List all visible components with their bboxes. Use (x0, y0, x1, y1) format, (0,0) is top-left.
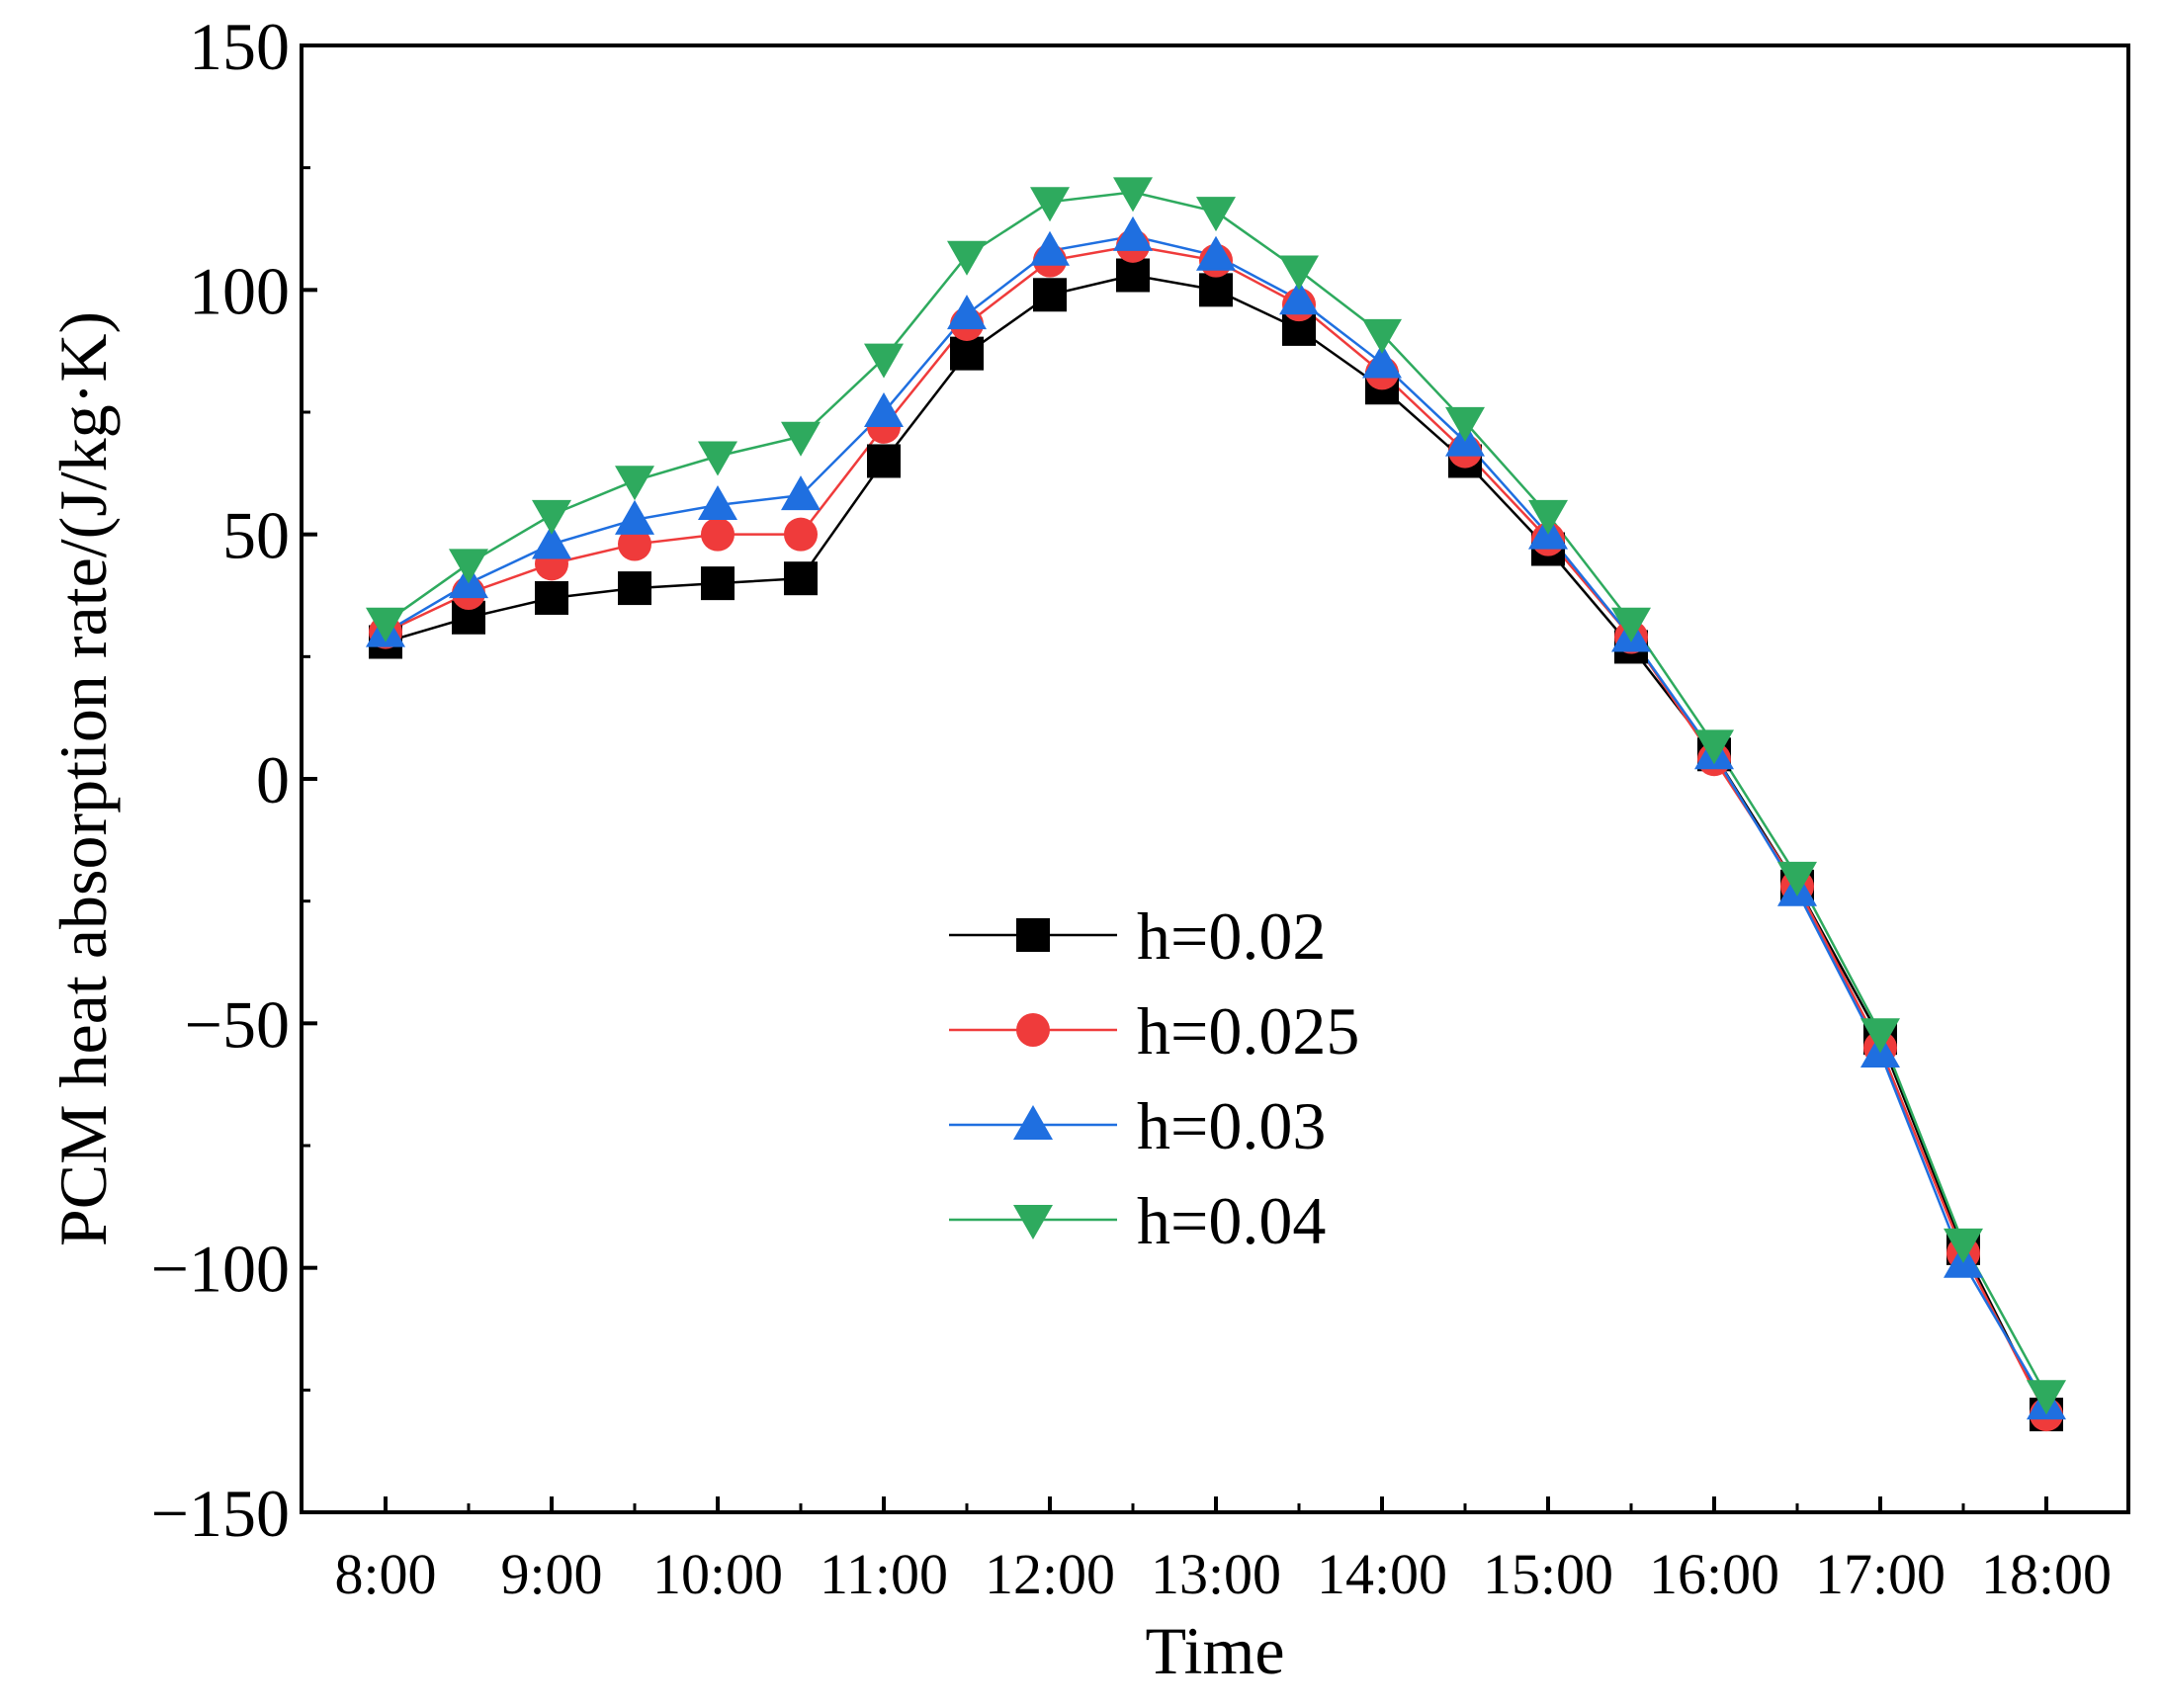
legend-marker (1016, 918, 1050, 952)
data-point (615, 499, 654, 535)
data-point (449, 549, 488, 584)
x-tick-label: 17:00 (1815, 1542, 1946, 1606)
series-markers (366, 177, 2066, 1432)
data-point (784, 561, 818, 596)
data-point (618, 527, 651, 561)
x-tick-label: 18:00 (1981, 1542, 2112, 1606)
data-point (1860, 1018, 1900, 1054)
y-tick-label: −50 (185, 986, 290, 1062)
y-tick-label: 100 (189, 253, 290, 328)
x-axis: 8:00 9:00 10:00 11:00 12:00 13:00 14:00 15:00 16… (334, 1496, 2112, 1606)
data-point (366, 607, 405, 642)
y-tick-label: 50 (222, 498, 290, 573)
data-point (698, 441, 737, 476)
data-point (1196, 235, 1236, 271)
data-point (532, 499, 571, 535)
data-point (1777, 861, 1817, 897)
data-point (1279, 280, 1319, 315)
data-point (1445, 406, 1485, 442)
legend-entry: h=0.02 (949, 898, 1326, 974)
legend: h=0.02 h=0.025 h=0.03 h=0.04 (949, 898, 1359, 1258)
x-tick-label: 14:00 (1317, 1542, 1447, 1606)
x-tick-label: 15:00 (1483, 1542, 1613, 1606)
data-point (1030, 230, 1070, 266)
legend-label: h=0.025 (1137, 993, 1359, 1068)
x-axis-title: Time (1145, 1613, 1284, 1688)
legend-entry: h=0.03 (949, 1088, 1326, 1163)
data-point (701, 517, 735, 552)
data-point (864, 343, 904, 379)
data-point (1113, 177, 1153, 213)
data-point (950, 336, 984, 371)
data-point (618, 571, 651, 606)
legend-marker (1016, 1013, 1050, 1047)
data-point (781, 475, 821, 511)
data-point (1362, 343, 1402, 379)
y-tick-label: −100 (151, 1232, 290, 1307)
data-point (1528, 499, 1568, 535)
data-point (1033, 278, 1067, 312)
data-point (947, 295, 987, 330)
data-point (1279, 255, 1319, 291)
data-point (698, 484, 737, 520)
data-point (864, 392, 904, 427)
legend-entry: h=0.025 (949, 993, 1359, 1068)
data-point (1030, 187, 1070, 222)
data-point (784, 517, 818, 552)
legend-entry: h=0.04 (949, 1183, 1326, 1258)
data-point (532, 524, 571, 559)
x-tick-label: 12:00 (985, 1542, 1115, 1606)
x-tick-label: 8:00 (334, 1542, 436, 1606)
y-axis: −150 −100 −50 0 50 100 150 (151, 9, 317, 1551)
data-point (1199, 273, 1233, 307)
x-tick-label: 11:00 (820, 1542, 948, 1606)
data-point (1116, 258, 1150, 293)
data-point (867, 444, 901, 478)
y-tick-label: 150 (189, 9, 290, 84)
data-point (1362, 318, 1402, 354)
y-axis-title: PCM heat absorption rate/(J/kg·K) (45, 311, 121, 1246)
legend-marker (1013, 1105, 1053, 1140)
data-point (1113, 215, 1153, 251)
x-tick-label: 13:00 (1151, 1542, 1281, 1606)
y-tick-label: 0 (256, 742, 290, 817)
data-point (1196, 197, 1236, 232)
data-point (2027, 1380, 2066, 1415)
data-point (1611, 607, 1651, 642)
legend-label: h=0.03 (1137, 1088, 1326, 1163)
legend-label: h=0.02 (1137, 898, 1326, 974)
data-point (1944, 1228, 1983, 1263)
x-tick-label: 10:00 (652, 1542, 783, 1606)
data-point (781, 421, 821, 457)
y-tick-label: −150 (151, 1476, 290, 1551)
legend-label: h=0.04 (1137, 1183, 1326, 1258)
data-point (535, 580, 568, 615)
x-tick-label: 9:00 (500, 1542, 602, 1606)
legend-marker (1013, 1205, 1053, 1239)
data-point (1694, 729, 1734, 765)
data-point (615, 466, 654, 501)
data-point (701, 566, 735, 601)
data-point (947, 240, 987, 276)
x-tick-label: 16:00 (1649, 1542, 1779, 1606)
